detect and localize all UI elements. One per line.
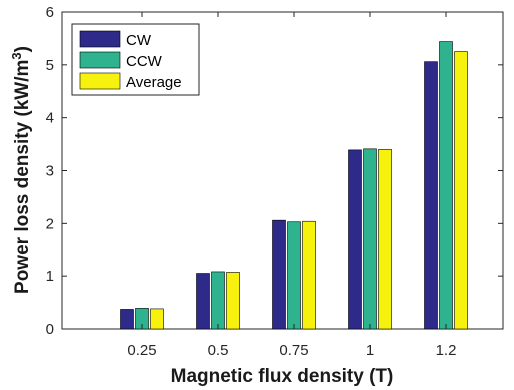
bar-average-0.75 [302,220,316,330]
x-tick-label: 1.2 [436,342,457,359]
legend-label-cw: CW [126,32,152,49]
bar-average-0.5 [226,272,240,330]
legend: CW CCW Average [71,23,200,96]
y-tick-label: 6 [46,4,54,21]
y-tick-label: 1 [46,268,54,285]
y-tick-label: 4 [46,110,54,127]
bar-cw-0.25 [120,309,134,330]
bar-cw-1.2 [424,61,438,330]
bars-group [120,41,468,330]
legend-label-ccw: CCW [126,53,163,70]
x-tick-label: 0.5 [208,342,229,359]
bar-average-0.25 [150,308,164,330]
y-tick-label: 5 [46,57,54,74]
y-tick-label: 3 [46,163,54,180]
bar-ccw-0.75 [287,221,301,330]
y-axis-label: Power loss density (kW/m3) [9,46,33,294]
x-tick-label: 0.75 [279,342,308,359]
x-tick-label: 1 [366,342,374,359]
y-tick-label: 0 [46,321,54,338]
x-tick-label: 0.25 [127,342,156,359]
y-axis: 0 1 2 3 4 5 6 [46,4,503,338]
bar-ccw-1.2 [439,41,453,330]
legend-swatch-cw [79,30,121,48]
bar-cw-0.5 [196,273,210,330]
bar-ccw-1 [363,148,377,330]
x-axis-label: Magnetic flux density (T) [171,366,394,387]
y-tick-label: 2 [46,215,54,232]
bar-cw-0.75 [272,219,286,330]
x-axis: 0.25 0.5 0.75 1 1.2 [127,12,456,359]
bar-ccw-0.5 [211,271,225,330]
legend-swatch-average [79,72,121,90]
bar-average-1.2 [454,51,468,330]
bar-cw-1 [348,149,362,330]
legend-swatch-ccw [79,51,121,69]
bar-average-1 [378,149,392,330]
legend-label-average: Average [126,74,182,91]
